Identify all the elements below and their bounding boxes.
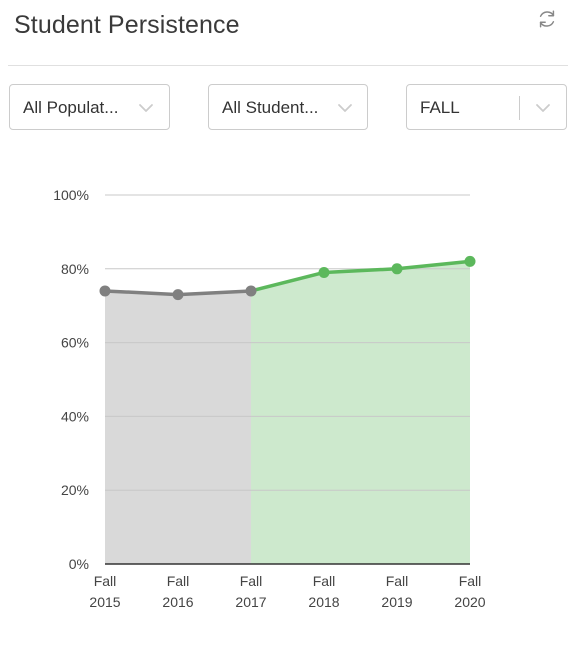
x-tick-label: Fall [94, 573, 117, 589]
y-tick-label: 40% [61, 408, 89, 424]
data-point [464, 255, 476, 267]
x-tick-label: Fall [459, 573, 482, 589]
x-tick-label: Fall [313, 573, 336, 589]
y-tick-label: 20% [61, 482, 89, 498]
x-tick-label: Fall [386, 573, 409, 589]
x-tick-label: 2019 [381, 594, 412, 610]
page-title: Student Persistence [14, 11, 240, 39]
x-tick-label: 2020 [454, 594, 485, 610]
chevron-down-icon [536, 104, 550, 112]
header-divider [8, 65, 568, 66]
x-tick-label: 2018 [308, 594, 339, 610]
student-filter-select[interactable]: All Student... [208, 84, 368, 130]
select-separator [519, 96, 520, 120]
data-point [245, 285, 257, 297]
recent-series-line [250, 259, 471, 293]
y-tick-label: 0% [69, 556, 89, 572]
x-tick-label: 2015 [89, 594, 120, 610]
x-tick-label: 2016 [162, 594, 193, 610]
widget-header: Student Persistence [0, 0, 572, 66]
y-tick-label: 80% [61, 261, 89, 277]
x-tick-label: Fall [167, 573, 190, 589]
recent-area [251, 261, 470, 564]
chevron-down-icon [139, 104, 153, 112]
data-point [318, 266, 330, 278]
x-tick-label: Fall [240, 573, 263, 589]
y-tick-label: 60% [61, 335, 89, 351]
chevron-down-icon [338, 104, 352, 112]
x-tick-label: 2017 [235, 594, 266, 610]
y-tick-label: 100% [53, 187, 89, 203]
population-filter-select[interactable]: All Populat... [9, 84, 170, 130]
data-point [99, 285, 111, 297]
data-point [172, 289, 184, 301]
term-filter-select[interactable]: FALL [406, 84, 567, 130]
data-point [391, 263, 403, 275]
past-area [105, 290, 251, 564]
refresh-icon[interactable] [536, 8, 558, 30]
